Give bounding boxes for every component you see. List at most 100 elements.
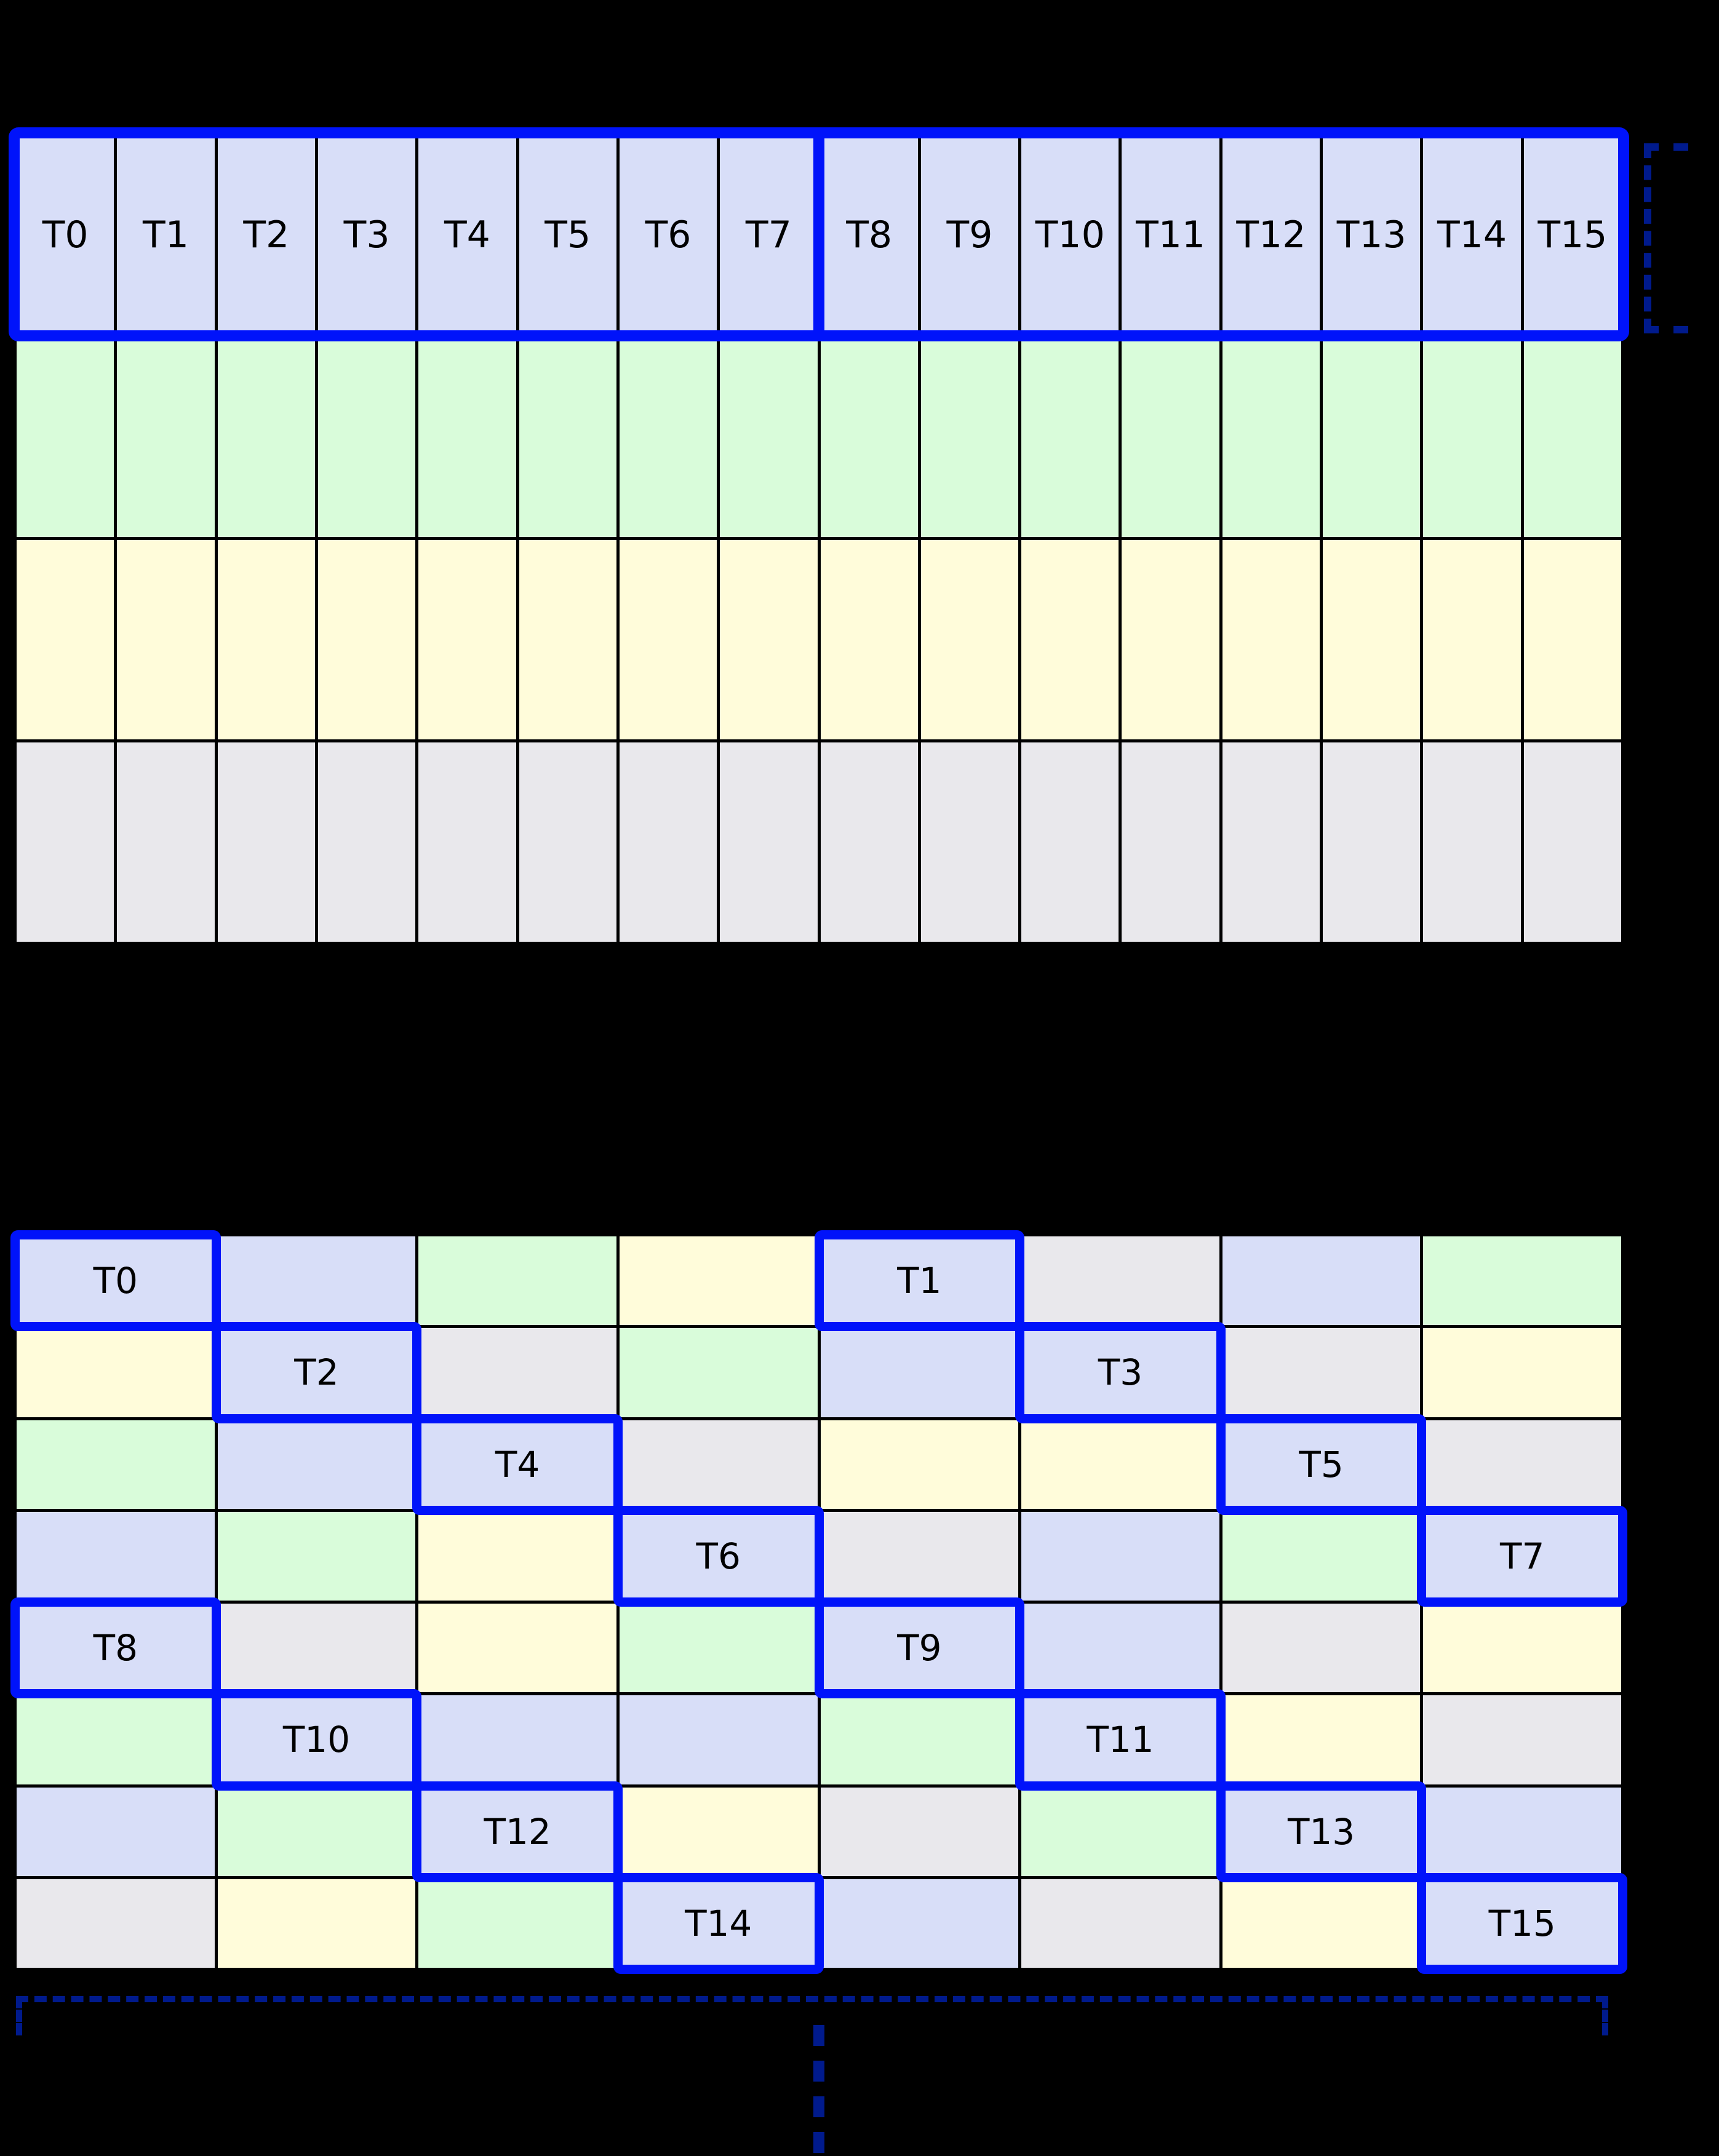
green-bank-cell xyxy=(920,338,1019,537)
gray-bank-cell xyxy=(1222,742,1320,942)
vertical-ellipsis-dash xyxy=(813,2132,824,2153)
thread-cell-t4: T4 xyxy=(412,1414,623,1515)
gray-cell xyxy=(1021,1879,1219,1968)
thread-label: T6 xyxy=(645,213,692,257)
lavender-cell xyxy=(17,1787,215,1876)
green-cell xyxy=(418,1879,616,1968)
gray-bank-cell xyxy=(920,742,1019,942)
yellow-cell xyxy=(1423,1604,1621,1693)
thread-cell-t7: T7 xyxy=(1417,1505,1627,1607)
warp-thread-cell: T7 xyxy=(720,135,818,335)
thread-label: T8 xyxy=(846,213,893,257)
thread-label: T3 xyxy=(343,213,390,257)
gray-cell xyxy=(418,1328,616,1417)
thread-cell-t14: T14 xyxy=(613,1872,824,1974)
vertical-ellipsis-dash xyxy=(813,2061,824,2082)
gray-bank-cell xyxy=(1323,742,1421,942)
yellow-bank-cell xyxy=(619,540,717,739)
yellow-cell xyxy=(418,1511,616,1601)
thread-cell-t11: T11 xyxy=(1015,1689,1226,1791)
yellow-cell xyxy=(619,1787,818,1876)
green-cell xyxy=(1423,1236,1621,1326)
gray-bank-cell xyxy=(820,742,918,942)
lavender-cell xyxy=(418,1695,616,1784)
warp-thread-cell: T1 xyxy=(117,135,215,335)
thread-label: T1 xyxy=(143,213,189,257)
thread-cell-t13: T13 xyxy=(1216,1781,1427,1882)
yellow-cell xyxy=(1222,1695,1421,1784)
thread-label: T14 xyxy=(1437,213,1507,257)
green-cell xyxy=(1021,1787,1219,1876)
yellow-bank-cell xyxy=(117,540,215,739)
gray-bank-cell xyxy=(418,742,516,942)
green-bank-cell xyxy=(619,338,717,537)
gray-cell xyxy=(1222,1604,1421,1693)
green-bank-cell xyxy=(1423,338,1521,537)
row-height-dashed-bracket xyxy=(1644,143,1688,333)
gray-bank-cell xyxy=(519,742,616,942)
warp-thread-cell: T10 xyxy=(1021,135,1119,335)
gray-cell xyxy=(17,1879,215,1968)
thread-cell-t15: T15 xyxy=(1417,1872,1627,1974)
thread-label: T13 xyxy=(1336,213,1406,257)
thread-cell-t8: T8 xyxy=(10,1597,221,1699)
thread-label: T1 xyxy=(897,1260,942,1302)
green-cell xyxy=(217,1787,416,1876)
yellow-cell xyxy=(217,1879,416,1968)
lavender-cell xyxy=(820,1328,1019,1417)
warp-thread-cell: T15 xyxy=(1523,135,1621,335)
bottom-repeat-dashed-bracket xyxy=(16,1996,1608,2035)
yellow-bank-cell xyxy=(920,540,1019,739)
yellow-cell xyxy=(17,1328,215,1417)
warp-thread-cell: T2 xyxy=(217,135,315,335)
thread-cell-t5: T5 xyxy=(1216,1414,1427,1515)
thread-label: T8 xyxy=(93,1627,138,1669)
yellow-bank-cell xyxy=(720,540,818,739)
thread-label: T12 xyxy=(1236,213,1306,257)
swizzled-grid: T0 T1 T2 T3 T4 T5 T6 T7 T8 T9 T10 T11 T12 T13 T14 T15 xyxy=(10,1230,1627,1977)
warp-thread-cell: T13 xyxy=(1323,135,1421,335)
thread-cell-t6: T6 xyxy=(613,1505,824,1607)
thread-label: T14 xyxy=(685,1902,752,1944)
green-bank-cell xyxy=(317,338,416,537)
lavender-cell xyxy=(1021,1511,1219,1601)
green-bank-cell xyxy=(1222,338,1320,537)
vertical-ellipsis-dash xyxy=(813,2096,824,2117)
green-cell xyxy=(1222,1511,1421,1601)
lavender-cell xyxy=(1423,1787,1621,1876)
lavender-cell xyxy=(820,1879,1019,1968)
yellow-bank-cell xyxy=(317,540,416,739)
green-cell xyxy=(17,1695,215,1784)
thread-label: T10 xyxy=(282,1719,351,1761)
vertical-ellipsis-dash xyxy=(813,2025,824,2046)
lavender-cell xyxy=(619,1695,818,1784)
thread-label: T2 xyxy=(294,1351,339,1394)
green-bank-cell xyxy=(217,338,315,537)
gray-bank-cell xyxy=(1122,742,1219,942)
gray-cell xyxy=(217,1604,416,1693)
yellow-bank-cell xyxy=(1423,540,1521,739)
gray-bank-cell xyxy=(1523,742,1621,942)
thread-label: T11 xyxy=(1136,213,1206,257)
thread-label: T6 xyxy=(696,1535,741,1577)
warp-thread-cell: T9 xyxy=(920,135,1019,335)
green-bank-cell xyxy=(418,338,516,537)
yellow-bank-cell xyxy=(1323,540,1421,739)
thread-label: T9 xyxy=(897,1627,942,1669)
warp-half-divider xyxy=(813,127,824,341)
yellow-bank-cell xyxy=(17,540,114,739)
yellow-cell xyxy=(820,1420,1019,1509)
lavender-cell xyxy=(217,1420,416,1509)
green-bank-cell xyxy=(1122,338,1219,537)
gray-cell xyxy=(1222,1328,1421,1417)
lavender-cell xyxy=(17,1511,215,1601)
thread-label: T15 xyxy=(1488,1902,1556,1944)
gray-cell xyxy=(619,1420,818,1509)
thread-cell-t10: T10 xyxy=(211,1689,422,1791)
thread-cell-t2: T2 xyxy=(211,1322,422,1423)
yellow-bank-cell xyxy=(1222,540,1320,739)
yellow-bank-cell xyxy=(1523,540,1621,739)
warp-thread-cell: T0 xyxy=(17,135,114,335)
warp-thread-cell: T5 xyxy=(519,135,616,335)
